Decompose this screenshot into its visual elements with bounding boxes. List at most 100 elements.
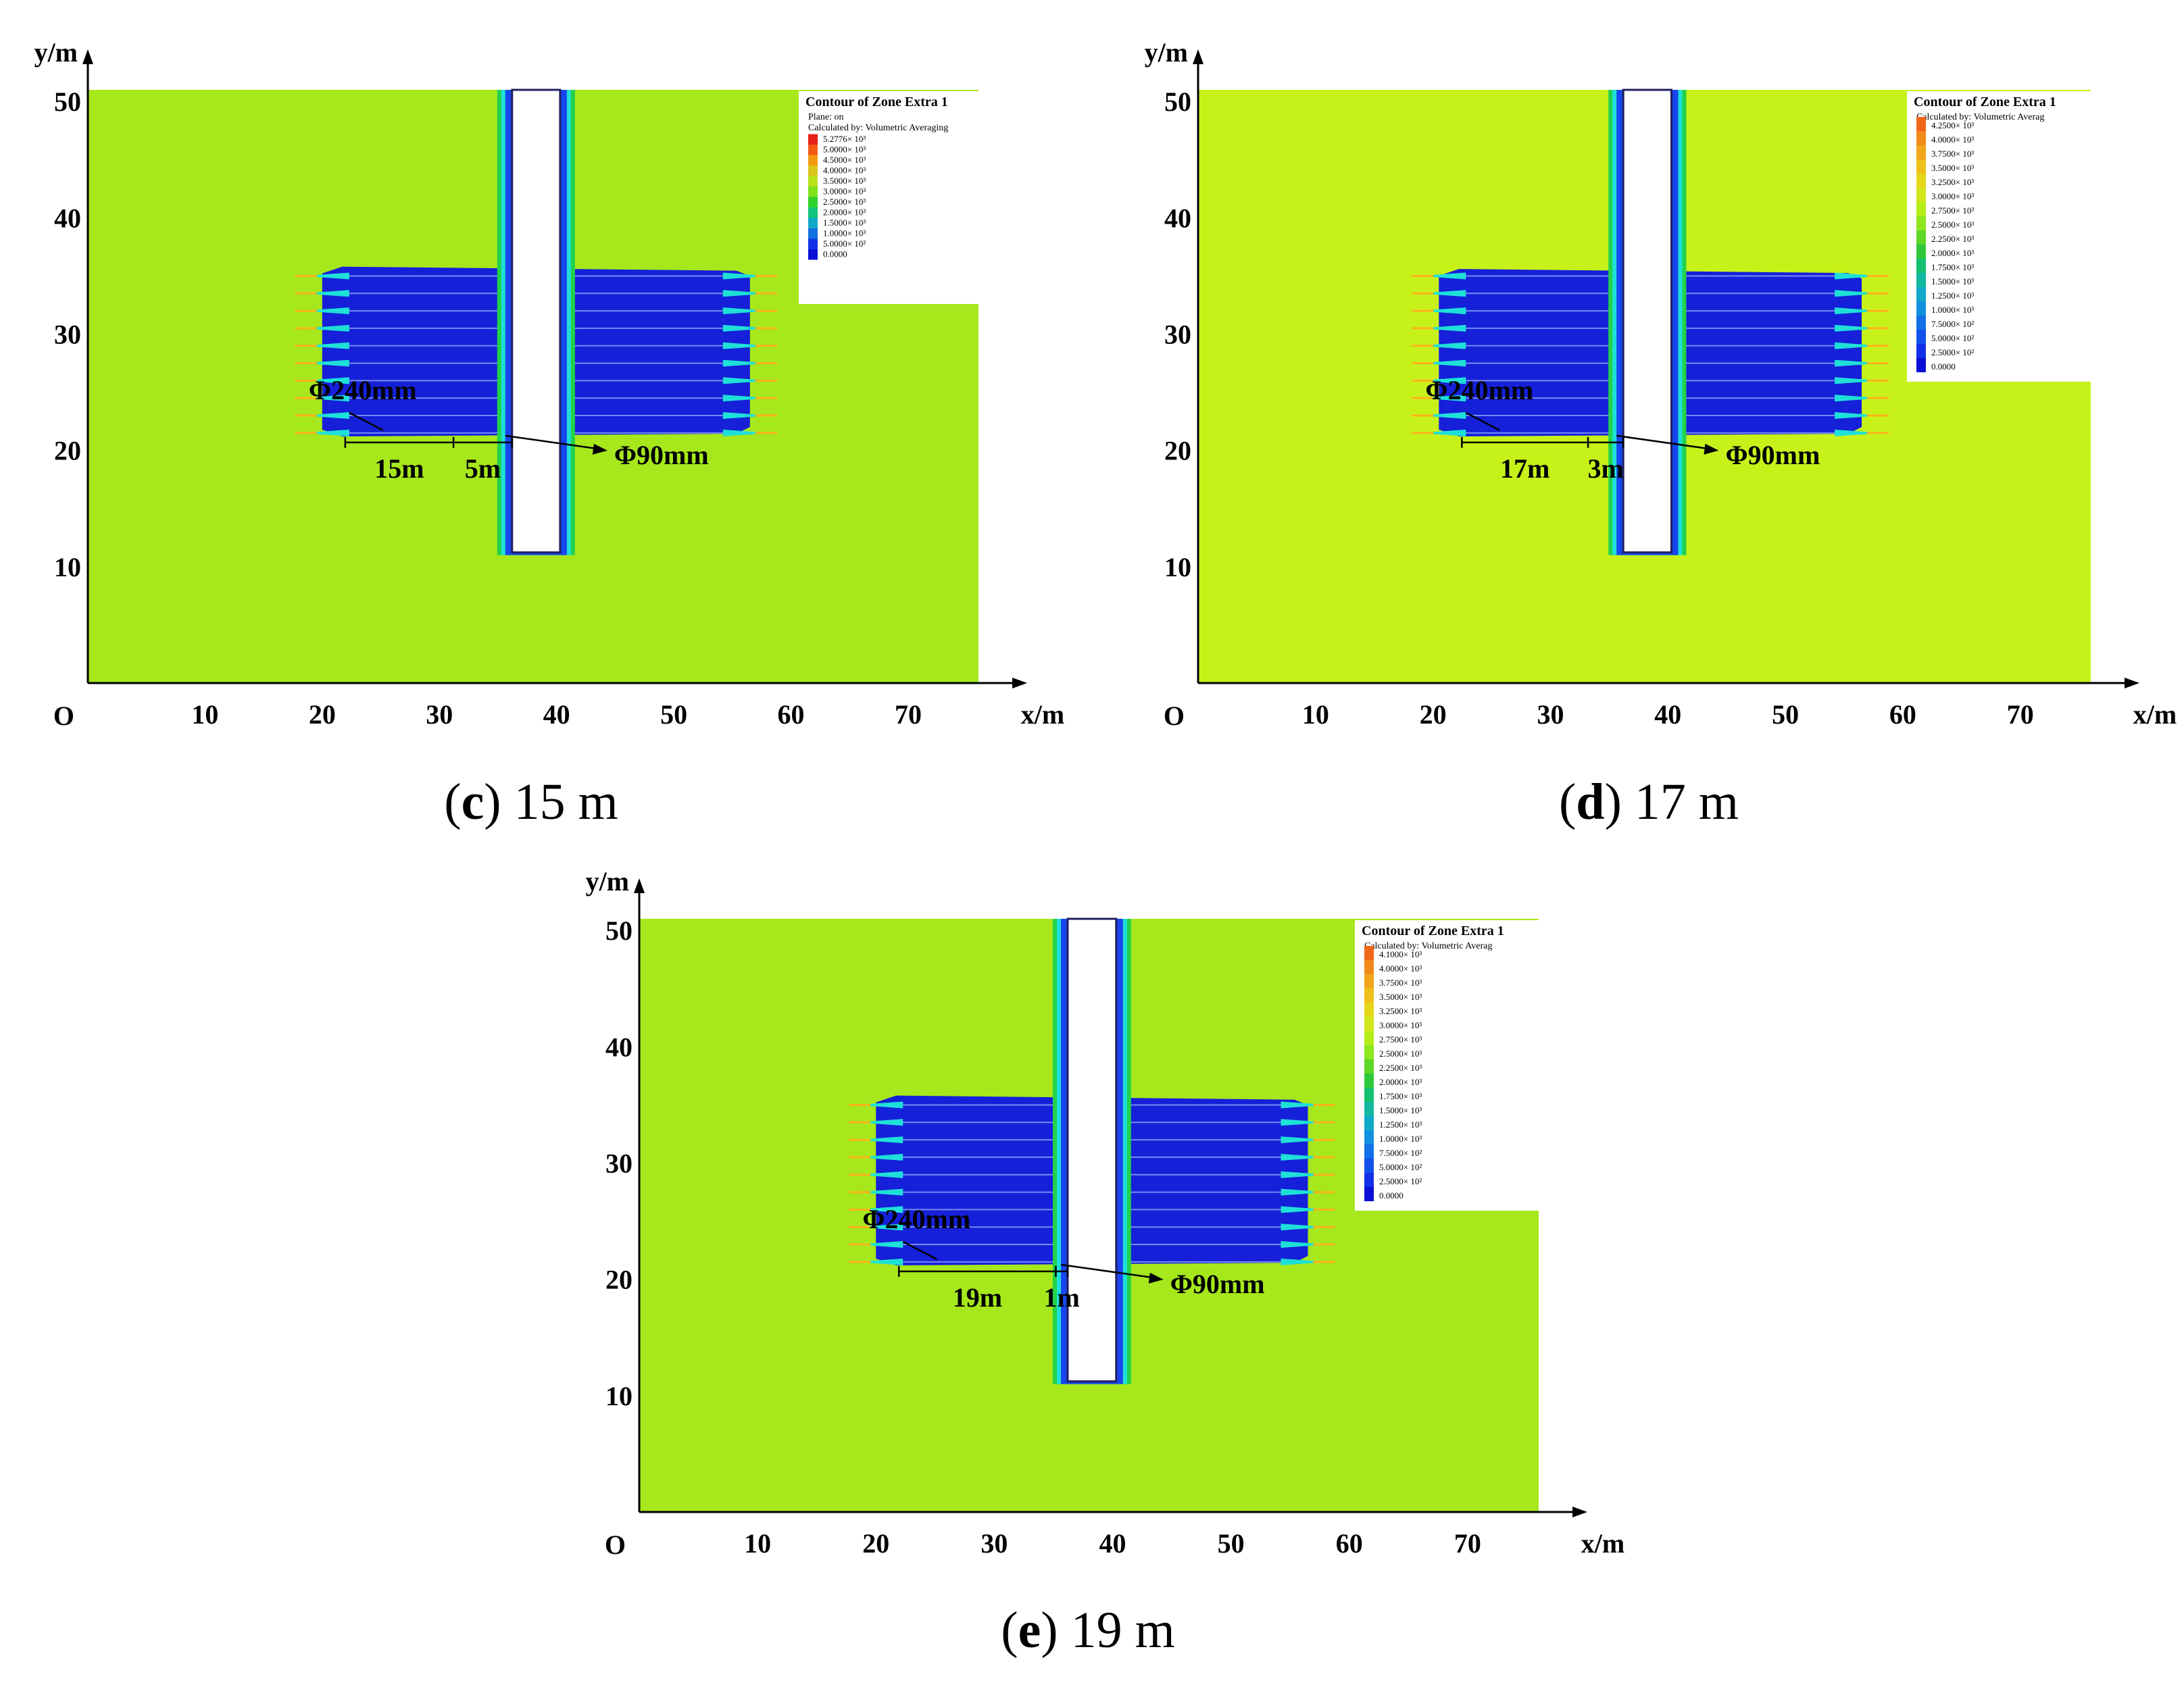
borehole-tip-left	[855, 1101, 903, 1109]
borehole-tip-left	[855, 1171, 903, 1178]
y-tick-label: 40	[605, 1032, 632, 1062]
borehole-tip-right	[1281, 1171, 1329, 1178]
borehole-tip-right	[1281, 1119, 1329, 1126]
legend-swatch	[1916, 159, 1926, 174]
legend-swatch	[1364, 974, 1374, 988]
legend-level: 2.5000× 10³	[1931, 220, 1974, 230]
x-tick-label: 70	[895, 699, 922, 730]
borehole-tip-left	[1418, 359, 1466, 367]
borehole-tip-right	[1281, 1224, 1329, 1231]
borehole-tip-left	[301, 342, 349, 349]
legend-swatch	[1364, 1173, 1374, 1187]
borehole-tip-right	[1281, 1136, 1329, 1144]
y-tick-label: 10	[54, 552, 81, 582]
borehole-tip-right	[1835, 412, 1883, 420]
y-tick-label: 50	[605, 915, 632, 946]
origin-label: O	[605, 1530, 626, 1560]
legend-swatch	[808, 155, 818, 166]
borehole-tip-right	[722, 342, 770, 349]
x-axis-arrow-icon	[1012, 678, 1027, 688]
borehole-tip-left	[301, 377, 349, 384]
borehole-tip-right	[722, 359, 770, 367]
legend-swatch	[1916, 188, 1926, 202]
panel-caption: (c) 15 m	[444, 774, 618, 830]
x-tick-label: 20	[862, 1528, 889, 1559]
borehole-tip-right	[1835, 307, 1883, 315]
legend-level: 2.0000× 10³	[823, 207, 866, 218]
legend	[1355, 920, 1539, 1211]
legend-level: 5.0000× 10²	[823, 238, 866, 249]
y-tick-label: 30	[605, 1149, 632, 1179]
legend-level: 5.0000× 10²	[1379, 1162, 1422, 1172]
y-axis-label: y/m	[34, 37, 78, 68]
legend-swatch	[808, 218, 818, 228]
legend-title: Contour of Zone Extra 1	[805, 95, 948, 109]
borehole-tip-left	[855, 1136, 903, 1144]
borehole-tip-right	[1281, 1258, 1329, 1265]
legend	[799, 91, 978, 304]
leader-arrow-icon	[1704, 443, 1719, 455]
legend-swatch	[1364, 1031, 1374, 1045]
annotation-leader	[902, 1240, 937, 1260]
x-axis-label: x/m	[2133, 699, 2177, 730]
legend-level: 4.5000× 10³	[823, 155, 866, 165]
borehole-tip-right	[1281, 1188, 1329, 1196]
borehole-tip-left	[301, 324, 349, 332]
legend-subtitle: Calculated by: Volumetric Averag	[1364, 941, 1492, 951]
borehole-tip-left	[855, 1153, 903, 1161]
y-tick-label: 10	[1164, 552, 1191, 582]
borehole-tip-right	[1835, 377, 1883, 384]
borehole-tip-left	[1418, 429, 1466, 436]
legend-swatch	[1916, 230, 1926, 245]
borehole-tip-right	[722, 429, 770, 436]
annotation-hole-spacing: 17m	[1500, 453, 1549, 484]
origin-label: O	[53, 701, 74, 731]
borehole-tip-right	[722, 324, 770, 332]
legend-level: 3.0000× 10³	[823, 186, 866, 197]
borehole-tip-left	[301, 359, 349, 367]
borehole-tip-left	[1418, 272, 1466, 280]
borehole-tip-left	[301, 307, 349, 315]
legend-level: 1.5000× 10³	[1931, 276, 1974, 286]
borehole-tip-right	[1835, 290, 1883, 297]
legend-swatch	[1916, 287, 1926, 301]
legend-swatch	[808, 197, 818, 207]
legend-level: 4.0000× 10³	[1931, 134, 1974, 145]
borehole-tip-right	[1835, 359, 1883, 367]
y-axis-label: y/m	[1145, 37, 1188, 68]
legend-swatch	[1364, 1003, 1374, 1017]
x-tick-label: 50	[1218, 1528, 1245, 1559]
legend-level: 5.0000× 10³	[823, 145, 866, 155]
legend	[1907, 91, 2091, 382]
borehole-tip-right	[1835, 272, 1883, 280]
x-tick-label: 60	[1336, 1528, 1363, 1559]
x-tick-label: 60	[1889, 699, 1916, 730]
borehole-tip-left	[855, 1241, 903, 1249]
borehole-tip-left	[855, 1119, 903, 1126]
y-tick-label: 50	[54, 86, 81, 117]
legend-swatch	[808, 176, 818, 186]
y-tick-label: 20	[54, 436, 81, 466]
legend-level: 7.5000× 10²	[1931, 319, 1974, 329]
x-tick-label: 40	[543, 699, 570, 730]
legend-level: 1.2500× 10³	[1379, 1119, 1422, 1130]
borehole-tip-right	[722, 272, 770, 280]
legend-swatch	[1916, 301, 1926, 316]
borehole-tip-right	[1835, 429, 1883, 436]
borehole-tip-left	[1418, 412, 1466, 420]
x-axis-label: x/m	[1021, 699, 1064, 730]
legend-level: 0.0000	[1379, 1190, 1404, 1201]
legend-swatch	[1364, 1059, 1374, 1074]
y-axis-arrow-icon	[82, 49, 93, 64]
x-tick-label: 50	[1772, 699, 1799, 730]
x-tick-label: 30	[1537, 699, 1564, 730]
legend-level: 4.2500× 10³	[1931, 120, 1974, 130]
legend-level: 4.1000× 10³	[1379, 949, 1422, 959]
legend-level: 3.7500× 10³	[1379, 978, 1422, 988]
annotation-leader	[349, 411, 384, 431]
legend-level: 5.0000× 10²	[1931, 333, 1974, 343]
legend-swatch	[1916, 174, 1926, 188]
borehole-tip-right	[722, 290, 770, 297]
legend-swatch	[1916, 117, 1926, 131]
